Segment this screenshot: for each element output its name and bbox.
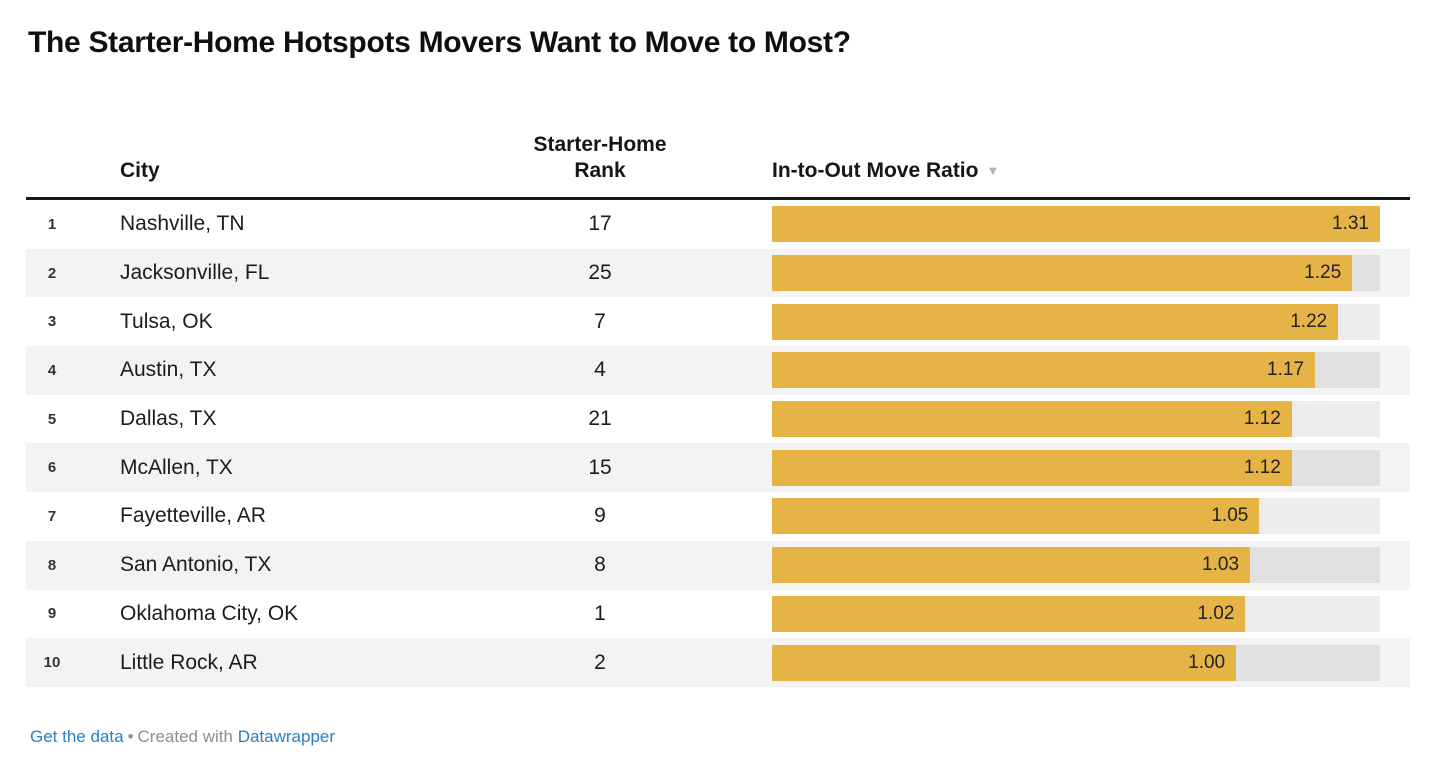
row-position: 1 [47,215,57,233]
row-bar-cell: 1.12 [700,443,1410,492]
ratio-bar: 1.31 [772,206,1380,243]
table-row: 2 Jacksonville, FL 25 1.25 [26,248,1410,298]
row-city: Fayetteville, AR [120,504,266,528]
datawrapper-link[interactable]: Datawrapper [237,726,336,746]
column-header-rank-line1: Starter-Home [533,133,667,156]
bar-value-label: 1.22 [1290,310,1328,332]
footer-separator: • [127,726,134,746]
row-city: Dallas, TX [120,407,217,431]
bar-value-label: 1.31 [1332,213,1369,235]
ratio-bar: 1.00 [772,644,1237,681]
row-city: Nashville, TN [120,212,245,236]
ratio-bar-track: 1.05 [772,498,1380,535]
bar-value-label: 1.05 [1211,505,1249,527]
bar-value-label: 1.03 [1202,554,1240,576]
table-row: 3 Tulsa, OK 7 1.22 [26,297,1410,346]
ratio-bar-track: 1.03 [772,547,1380,584]
column-header-city-label: City [120,159,160,182]
chart-title: The Starter-Home Hotspots Movers Want to… [28,26,851,59]
ratio-bar-track: 1.22 [772,303,1380,340]
ratio-bar: 1.12 [772,401,1292,438]
ratio-bar: 1.03 [772,547,1251,584]
row-position: 9 [47,605,57,623]
row-position: 6 [47,459,57,477]
table-row: 4 Austin, TX 4 1.17 [26,346,1410,395]
row-position: 4 [47,361,57,379]
table-row: 5 Dallas, TX 21 1.12 [26,395,1410,444]
row-city: Austin, TX [120,358,217,382]
table-row: 8 San Antonio, TX 8 1.03 [26,540,1410,590]
chart-footer: Get the data • Created with Datawrapper [30,727,1440,747]
ratio-bar-track: 1.25 [772,255,1380,292]
column-header-move-ratio[interactable]: In-to-Out Move Ratio ▼ [700,158,1410,184]
row-bar-cell: 1.31 [700,200,1410,249]
row-position: 3 [47,313,57,331]
ratio-bar: 1.17 [772,352,1316,389]
chart-container: The Starter-Home Hotspots Movers Want to… [0,24,1440,774]
row-starter-home-rank: 9 [594,504,606,528]
row-starter-home-rank: 1 [594,601,606,625]
row-starter-home-rank: 25 [588,261,612,285]
column-header-rank-line2: Rank [574,159,626,182]
row-bar-cell: 1.02 [700,590,1410,639]
table-row: 7 Fayetteville, AR 9 1.05 [26,492,1410,541]
row-position: 7 [47,507,57,525]
table-row: 9 Oklahoma City, OK 1 1.02 [26,590,1410,639]
row-position: 8 [47,556,57,574]
row-bar-cell: 1.25 [700,249,1410,298]
ratio-bar-track: 1.00 [772,644,1380,681]
created-with-text: Created with [137,726,233,746]
column-header-ratio-label: In-to-Out Move Ratio [772,159,979,182]
bar-value-label: 1.00 [1188,651,1226,673]
ratio-bar-track: 1.12 [772,449,1380,486]
row-city: McAllen, TX [120,455,233,479]
row-bar-cell: 1.03 [700,541,1410,590]
bar-value-label: 1.12 [1243,408,1281,430]
row-starter-home-rank: 17 [588,212,612,236]
bar-value-label: 1.25 [1304,262,1342,284]
row-city: Tulsa, OK [120,309,213,333]
get-the-data-link[interactable]: Get the data [30,726,124,746]
ratio-bar: 1.22 [772,303,1339,340]
row-starter-home-rank: 4 [594,358,606,382]
ratio-bar-track: 1.12 [772,401,1380,438]
row-starter-home-rank: 7 [594,309,606,333]
table-row: 10 Little Rock, AR 2 1.00 [26,638,1410,687]
table-header-row: City Starter-Home Rank In-to-Out Move Ra… [26,132,1410,200]
table-body: 1 Nashville, TN 17 1.31 2 Jacksonville, … [26,200,1410,687]
row-starter-home-rank: 8 [594,553,606,577]
ratio-bar-track: 1.17 [772,352,1380,389]
ratio-bar: 1.02 [772,595,1246,632]
row-position: 10 [43,654,61,672]
bar-value-label: 1.02 [1197,602,1235,624]
table-row: 6 McAllen, TX 15 1.12 [26,443,1410,493]
row-bar-cell: 1.12 [700,395,1410,444]
ratio-bar: 1.05 [772,498,1260,535]
ratio-bar: 1.12 [772,449,1292,486]
row-starter-home-rank: 2 [594,650,606,674]
row-bar-cell: 1.00 [700,638,1410,687]
row-bar-cell: 1.22 [700,297,1410,346]
ratio-bar: 1.25 [772,255,1353,292]
row-city: Jacksonville, FL [120,261,270,285]
row-position: 5 [47,410,57,428]
bar-value-label: 1.17 [1267,359,1305,381]
column-header-starter-home-rank[interactable]: Starter-Home Rank [500,132,700,184]
table-row: 1 Nashville, TN 17 1.31 [26,200,1410,249]
column-header-city[interactable]: City [120,158,500,184]
row-city: Little Rock, AR [120,650,258,674]
row-bar-cell: 1.05 [700,492,1410,541]
ratio-bar-track: 1.02 [772,595,1380,632]
row-starter-home-rank: 15 [588,455,612,479]
bar-table: City Starter-Home Rank In-to-Out Move Ra… [26,132,1410,687]
row-starter-home-rank: 21 [588,407,612,431]
row-position: 2 [47,264,57,282]
row-city: Oklahoma City, OK [120,601,299,625]
row-bar-cell: 1.17 [700,346,1410,395]
bar-value-label: 1.12 [1243,456,1281,478]
row-city: San Antonio, TX [120,553,272,577]
ratio-bar-track: 1.31 [772,206,1380,243]
sort-descending-icon: ▼ [986,163,1000,178]
